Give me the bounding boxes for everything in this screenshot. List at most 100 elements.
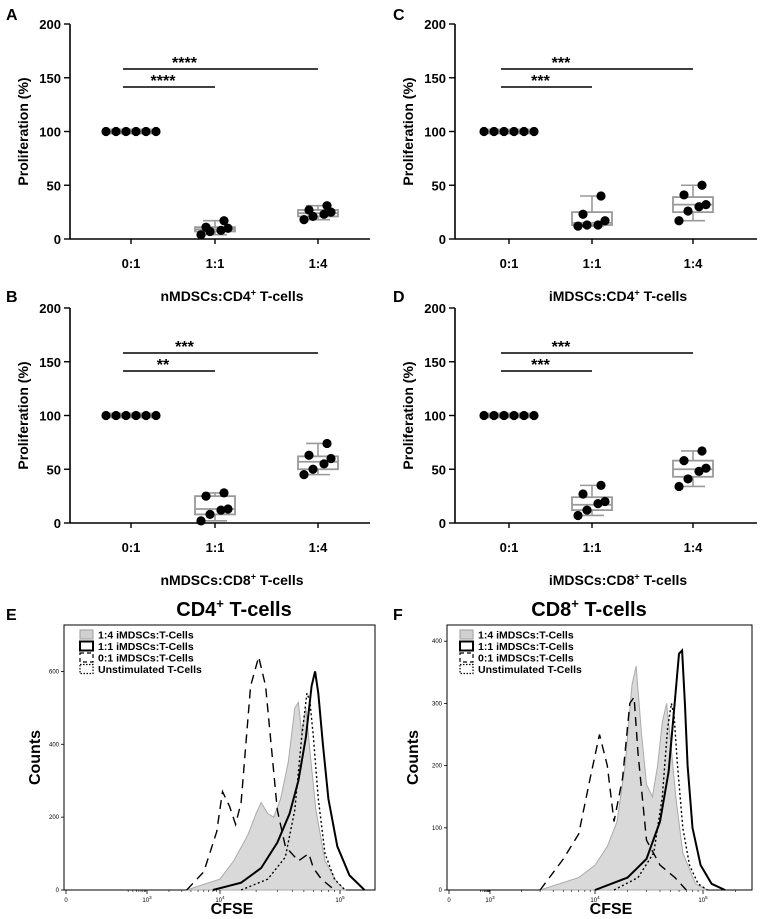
y-tick-label: 0 — [54, 232, 61, 247]
data-point — [596, 191, 606, 201]
x-tick-label: 0:1 — [122, 540, 141, 555]
legend-label: 1:1 iMDSCs:T-Cells — [478, 641, 574, 653]
significance-label: **** — [172, 55, 198, 72]
x-axis-title-suffix: T-cells — [256, 572, 304, 588]
x-tick-label: 105 — [698, 895, 708, 904]
data-point — [322, 201, 332, 211]
y-axis-label: Proliferation (%) — [15, 361, 31, 469]
data-point — [223, 504, 233, 514]
x-tick-exp: 5 — [705, 895, 708, 900]
legend-swatch-filled — [459, 629, 474, 640]
x-tick-base: 10 — [485, 898, 492, 904]
x-tick-base: 10 — [142, 898, 149, 904]
significance-label: ** — [157, 357, 170, 374]
x-axis-label: CFSE — [211, 901, 254, 918]
y-tick-label: 200 — [39, 17, 61, 32]
legend-label: 1:4 iMDSCs:T-Cells — [98, 630, 194, 642]
y-tick-label: 0 — [54, 516, 61, 531]
data-point — [219, 488, 229, 498]
y-tick-label: 150 — [39, 355, 61, 370]
x-tick-label: 103 — [485, 895, 495, 904]
data-point — [219, 216, 229, 226]
data-point — [131, 126, 141, 137]
x-tick-label: 1:1 — [583, 540, 602, 555]
data-point — [509, 126, 519, 137]
x-axis-title-sup: + — [251, 287, 256, 297]
panel-D: D 0 50 100 150 200 Proliferation (%) 0:1 1:1 1:4 i… — [393, 289, 757, 588]
x-axis-title: nMDSCs:CD8+ T-cells — [160, 571, 303, 588]
y-tick-label: 150 — [39, 71, 61, 86]
x-tick-base: 10 — [590, 898, 597, 904]
data-point — [529, 126, 539, 137]
title-suffix: T-cells — [579, 599, 647, 621]
data-point — [308, 464, 318, 474]
x-tick-exp: 4 — [222, 895, 225, 900]
data-point — [201, 491, 211, 501]
x-axis-title-base: iMDSCs:CD4 — [549, 288, 635, 304]
y-tick-label: 50 — [432, 462, 446, 477]
significance-label: *** — [175, 339, 194, 356]
histogram-title: CD4+ T-cells — [176, 596, 291, 621]
data-point — [101, 126, 111, 137]
data-point — [131, 410, 141, 421]
significance-label: *** — [552, 55, 571, 72]
x-axis-title: iMDSCs:CD4+ T-cells — [549, 287, 688, 304]
data-point — [205, 509, 215, 519]
data-point — [299, 470, 309, 480]
data-point — [499, 126, 509, 137]
data-point — [529, 410, 539, 421]
x-tick-exp: 4 — [597, 895, 600, 900]
panel-B: B 0 50 100 150 200 Proliferation (%) 0:1 1:1 1:4 n… — [6, 289, 370, 588]
x-axis-title: iMDSCs:CD8+ T-cells — [549, 571, 688, 588]
x-tick-exp: 3 — [492, 895, 495, 900]
data-point — [479, 410, 489, 421]
x-tick-label: 0:1 — [122, 256, 141, 271]
data-point — [141, 410, 151, 421]
data-point — [519, 126, 529, 137]
x-tick-base: 0 — [447, 898, 451, 904]
data-point — [151, 126, 161, 137]
y-tick-label: 600 — [49, 669, 60, 675]
data-point — [697, 180, 707, 190]
y-tick-label: 150 — [424, 355, 446, 370]
significance-label: *** — [531, 73, 550, 90]
data-point — [304, 205, 314, 215]
title-base: CD8 — [531, 599, 571, 621]
data-point — [201, 222, 211, 232]
data-point — [489, 126, 499, 137]
x-axis-title-suffix: T-cells — [640, 288, 688, 304]
y-tick-label: 0 — [439, 516, 446, 531]
y-tick-label: 400 — [432, 639, 443, 645]
data-point — [216, 505, 226, 515]
data-point — [151, 410, 161, 421]
y-tick-label: 200 — [432, 764, 443, 770]
y-tick-label: 0 — [439, 888, 443, 894]
y-tick-label: 200 — [424, 17, 446, 32]
data-point — [141, 126, 151, 137]
y-axis-label: Counts — [405, 730, 422, 785]
x-tick-label: 1:4 — [309, 540, 329, 555]
series-filled — [539, 665, 708, 891]
y-tick-label: 200 — [49, 815, 60, 821]
panel-letter: C — [393, 7, 405, 24]
x-tick-label: 104 — [590, 895, 600, 904]
panel-letter: E — [6, 607, 17, 624]
data-point — [111, 126, 121, 137]
x-axis-title: nMDSCs:CD4+ T-cells — [160, 287, 303, 304]
significance-label: **** — [151, 73, 177, 90]
panel-letter: D — [393, 289, 405, 306]
data-point — [701, 200, 711, 210]
data-point — [596, 480, 606, 490]
x-axis-title-base: nMDSCs:CD4 — [160, 288, 250, 304]
data-point — [697, 446, 707, 456]
x-tick-label: 105 — [335, 895, 345, 904]
y-tick-label: 100 — [424, 125, 446, 140]
y-tick-label: 150 — [424, 71, 446, 86]
data-point — [196, 230, 206, 240]
y-tick-label: 100 — [424, 409, 446, 424]
y-axis-label: Proliferation (%) — [15, 77, 31, 185]
data-point — [674, 481, 684, 492]
data-point — [299, 215, 309, 225]
